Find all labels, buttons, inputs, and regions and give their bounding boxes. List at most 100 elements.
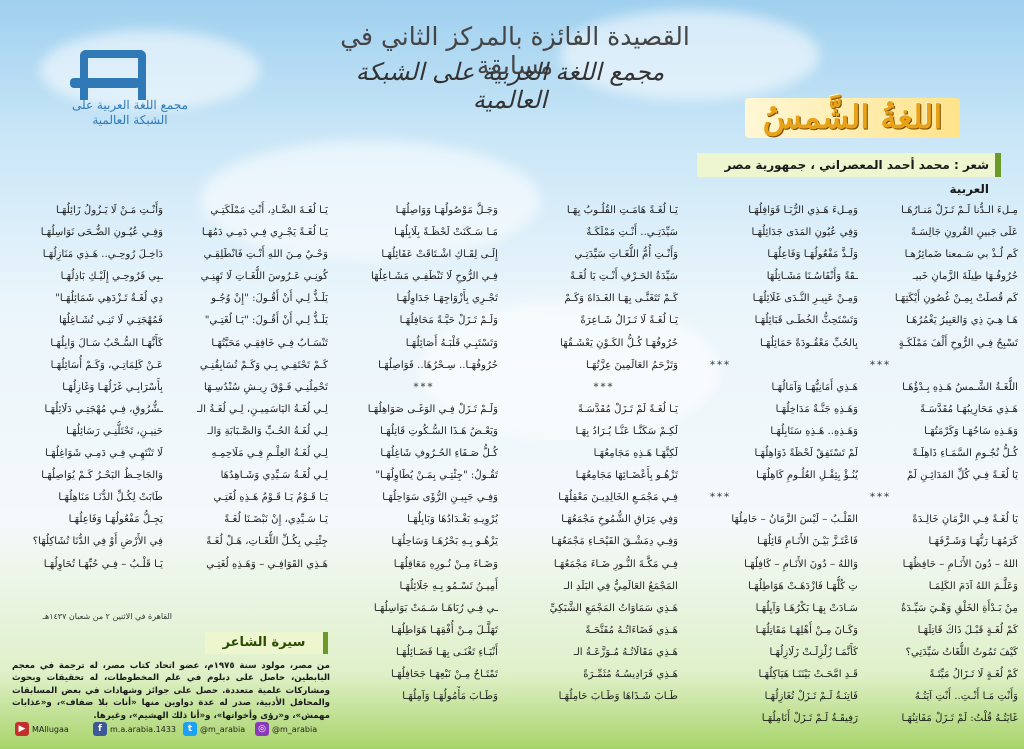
- verse-line: فَاعْتَـزَّ بَيْـنَ الأَنَـامِ قَائِلُهَ…: [757, 536, 858, 548]
- academy-logo: مجمع اللغة العربية على الشبكة العالمية: [70, 50, 190, 145]
- verse-line: وَلَـذَّ مَفْعُولُهَـا وَفَاعِلُهَـا: [767, 249, 858, 261]
- verse-line: وَعَلَّـمَ اللهُ آدَمَ الكَلِمَـا: [928, 580, 1018, 592]
- verse-line: وَأَنْتِ مَـا أَنْـتِ.. أَنْتِ آيَتُـهُ: [914, 691, 1018, 703]
- verse-line: حُرُوفُهَـا كُـلُّ الكَـوْنِ يَعْشَـقُهَ…: [560, 337, 678, 349]
- verse-line: يَـا لُغَـةً لَا تَـزَالُ شَـاعِرَةً: [580, 315, 679, 327]
- verse-line: وَلَـمْ تَـزَلْ حَيَّـةً مَحَافِلُهَـا: [399, 315, 498, 327]
- verse-line: كَأَنَّمَـا زُلْزِلَـتْ زَلَازِلُهَـا: [769, 646, 858, 658]
- logo-mark-icon: [80, 50, 146, 100]
- verse-line: تَسْبِحُ فِـي الرُّوحِ أَلْفَ مَمْلَكَـة…: [898, 337, 1018, 349]
- social-instagram[interactable]: ◎ @m_arabia: [255, 716, 317, 742]
- verse-line: لِـي لُغَـةُ اليَاسَمِيـنِ، لِـي لُغَـةُ…: [197, 403, 328, 415]
- verse-line: كَيْفَ تَمُوتُ اللُّغَاتُ سَيِّدَتِي؟: [905, 646, 1018, 658]
- verse-line: فِـي مَجْمَـعِ الخَالِدِيـنَ مَعْقِلُهَـ…: [558, 492, 678, 504]
- verse-line: وَتَسْتَبِـي قَلْبَـهُ أَصَائِلُهَـا: [405, 337, 498, 349]
- verse-line: يَا لُغَـةً فِـي كُلِّ المَدَائِـنِ لَمْ: [907, 470, 1018, 482]
- verse-line: وَفِي عِرَاقِ الشُّمُوخِ مَجْمَعُهَـا: [561, 514, 678, 526]
- verse-line: هَـذِي سَمَاوَاتُ المَجْمَعِ الشَّبَكِيِ…: [549, 602, 678, 614]
- verse-line: كُونِـي عَـرُوسَ اللُّغَـاتِ لَا تَهِنِـ…: [200, 271, 328, 283]
- verse-line: وَكَـانَ مِـنْ أَهْلِهَـا مَقَاتِلُهَـا: [755, 624, 858, 636]
- verse-line: هَـذِي القَوَافِـي – وَهَـذِهِ لُغَتِـي: [206, 558, 328, 570]
- bio-title: سيرة الشاعر: [205, 632, 328, 654]
- verse-line: كَـمْ تَتَغَنَّـى بِهَـا الغَـدَاةَ وَكَ…: [564, 293, 678, 305]
- verse-line: هَـذِي فَرَادِيسُـهُ مُثَمِّـرَةً: [583, 668, 678, 680]
- youtube-icon: ▶: [15, 722, 29, 736]
- verse-line: كَم لُـذْ بي سَـمعنا ضَمائِرُهـا: [904, 249, 1018, 261]
- stanza-separator: ***: [870, 359, 891, 371]
- verse-line: تَزْهُـو بِأَعْضَـائِهَا مَجَامِعُهَـا: [575, 470, 678, 482]
- verse-line: دِي لُغَـةٌ تَـزْدَهِي شَمَائِلُهَـا": [55, 293, 163, 305]
- verse-line: بِالحُبِّ مَعْقُـودَةً حَمَائِلُهَـا: [759, 337, 858, 349]
- verse-line: كَم قُصلَتْ بِمِـنْ غُصُونِ أَيْكَتِهَـا: [894, 293, 1018, 305]
- verse-line: كَرَمُهَـا رَبُّهَـا وَشَـرَّفَهَـا: [928, 536, 1018, 548]
- verse-line: يَلَـذُّ لِـي أَنْ أَقُـولَ: "يَـا لُغَت…: [204, 315, 328, 327]
- verse-line: هَـذِي أَمَانِيُّهَـا وَآمَالُهَـا: [771, 381, 858, 393]
- verse-line: لِـي لُغَـةُ العِلْـمِ فِـي مَلَاحِمِـهِ: [211, 448, 329, 460]
- verse-line: ـبِي فَرُوحِـي إِلَيْـكِ بَاذِلُهَـا: [60, 271, 163, 283]
- verse-line: وَمِـنْ عَبِيـرِ النَّـدَى غَلَائِلُهَـا: [752, 293, 858, 305]
- verse-line: يَـا لُغَـةً لَمْ تَـزَلْ مُقَدَّسَـةً: [577, 403, 678, 415]
- verse-line: وَيَعْـضُ هَـذَا السُّـكُوتِ قَاتِلُهَـا: [380, 425, 498, 437]
- verse-line: غَايَتُـهُ قُلْتُ: لَمْ تَـزَلْ مَفَاتِن…: [901, 713, 1018, 725]
- verse-line: تِ كُلُّهَـا فَازْدَهَـتْ هَوَاطِلُهَـا: [748, 580, 858, 592]
- verse-line: يَزْهُـو بِـهِ بَحْرُهَـا وَسَاحِلُهَـا: [391, 536, 498, 548]
- verse-line: وَفِـي عُيُـونِ الضُّـحَى نَوَاسِلُهَـا: [40, 227, 163, 239]
- verse-line: كَـمْ تَحْتَفِـي بِـي وَكَـمْ تُسَابِقُن…: [199, 359, 328, 371]
- verse-line: حُرُوفُهَـا.. سِـحْرُهَا.. فَوَاصِلُهَـا: [378, 359, 498, 371]
- verse-line: ـشُّرُوقِ، فِـي مُهْجَتِـي دَلَائِلُهَـا: [44, 403, 164, 415]
- instagram-icon: ◎: [255, 722, 269, 736]
- verse-line: هَـذِي مَقَالَاتُـهُ مُـوَزَّعَـةُ الـ: [573, 646, 678, 658]
- social-twitter[interactable]: t @m_arabia: [183, 716, 245, 742]
- verse-line: رَفِيقَـةٌ لَـمْ تَـزَلْ أَنَامِلُهَـا: [761, 713, 858, 725]
- verse-line: وَتَزْحَمُ العَالَمِينَ عِزَّتُهَـا: [585, 359, 678, 371]
- verse-line: فَاتِنَـةٌ لَـمْ تَـزَلْ تُغَازِلُهَـا: [764, 691, 858, 703]
- verse-line: ـقَةً وَأَنْفَاسُـنَا مَشَـاتِلُهَا: [766, 271, 858, 283]
- verse-line: لِـي لُغَـةُ سَـيِّدِي وَشَـاهِدُهَا: [220, 470, 328, 482]
- verse-line: تَمْتَـاحُ مِـنْ نَبْعِهَـا جَحَافِلُهَـ…: [391, 668, 498, 680]
- verse-line: وَاللهُ – دُونَ الأَنَـامِ – كَافِلُهَـا: [744, 558, 858, 570]
- verse-line: وَهَـذِهِ جَنَّـةٌ مَدَاخِلُهَـا: [775, 403, 858, 415]
- verse-line: فِـي الرُّوحِ لَا تَنْطَفِـي مَشَـاعِلُه…: [371, 271, 498, 283]
- poem-column-5: يَـا لُغَـةَ الضَّـادِ، أَنْتِ مَمْلَكَت…: [180, 200, 328, 576]
- poem-date: القاهرة في الاثنين ٢ من شعبان ١٤٣٧هـ: [42, 612, 172, 621]
- verse-line: مَـا سَـكَنَتْ لَحْظَـةً بِلَابِلُهَـا: [394, 227, 498, 239]
- verse-line: لَكِنَّهَـا هَـذِهِ مَجَامِعُهَـا: [593, 448, 678, 460]
- verse-line: أَنْبَـاءِ تَغْنَـى بِهَـا فَضَـائِلُهَـ…: [395, 646, 498, 658]
- bio-text: من مصر، مولود سنة ١٩٧٥م، عضو اتحاد كتاب …: [12, 661, 330, 721]
- verse-line: وَلَـمْ تَـزَلْ فِـي الوَغَـى صَوَاهِلُه…: [367, 403, 498, 415]
- verse-line: فَمُهْجَتِـي لَا تَنِـي تُشَـاغِلُهَا: [58, 315, 163, 327]
- stanza-separator: ***: [593, 381, 615, 393]
- poem-column-2: وَمِـلءَ هَـذِي الرُّبَـا قَوَافِلُهَـا و…: [710, 200, 858, 730]
- verse-line: طَابَتْ لِكُـلِّ الدُّنَـا مَنَاهِلُهَـا: [58, 492, 163, 504]
- twitter-icon: t: [183, 722, 197, 736]
- social-links: ▶ MAllugaa f m.a.arabia.1433 t @m_arabia…: [15, 716, 345, 742]
- verse-line: هَـذِي فَضَاءَاتُـهُ مُفَتَّحَـةً: [585, 624, 678, 636]
- verse-line: مِنْ بَـدْأَةِ الخَلْقِ وَهْـيَ سَيِّـدَ…: [901, 602, 1018, 614]
- verse-line: طَـابَ شَـذَاهَا وَطَـابَ حَامِلُهَـا: [558, 691, 678, 703]
- verse-line: كَأَنَّهَـا السُّـحْبُ سَـالَ وَابِلُهَـ…: [50, 337, 163, 349]
- verse-line: تَجْـرِي بِأَزْوَاجِهَـا جَدَاوِلُهَـا: [396, 293, 498, 305]
- logo-text: مجمع اللغة العربية على الشبكة العالمية: [71, 98, 189, 127]
- verse-line: وَضَـاءَ مِـنْ نُـورِهِ مَعَاقِلُهَـا: [393, 558, 498, 570]
- verse-line: كُـلُّ صَـفَاءِ الحُـرُوفِ شَاغِلُهَـا: [380, 448, 498, 460]
- poem-column-6: وَأَنْـتِ مَـنْ لَا يَـزُولُ زَائِلُهَـا…: [15, 200, 163, 576]
- verse-line: لَا تَنْتَهِـي فِـي دَمِـي شَوَاغِلُهَـا: [45, 448, 163, 460]
- header-subtitle: مجمع اللغة العربية على الشبكة العالمية: [355, 58, 665, 114]
- verse-line: لِـي لُغَـةُ الحُـبِّ وَالصَّـبَابَةِ وَ…: [207, 425, 328, 437]
- verse-line: وَفِي عُيُونِ المَدَى جَدَائِلُهَـا: [751, 227, 858, 239]
- verse-line: إِلَـى لِقَـاكِ اشْـتَاقَتْ عَقَائِلُهَـ…: [381, 249, 498, 261]
- verse-line: وَطَـابَ مَأْمُولُهَـا وَآمِلُهَـا: [402, 691, 498, 703]
- verse-line: هَـا هِـيَ ذِي وَالعَبِيرُ يَغْمُرُهَـا: [905, 315, 1018, 327]
- verse-line: يَـا لُغَـةَ الضَّـادِ، أَنْتِ مَمْلَكَت…: [210, 205, 328, 216]
- verse-line: مِـلءَ الـدُّنا لَـمْ تَـزَلْ مَنـارُهَـ…: [901, 205, 1018, 216]
- verse-line: يَلَـذُّ لِـي أَنْ أَقُـولَ: "إِنْ وُجُـ…: [211, 293, 328, 305]
- social-facebook[interactable]: f m.a.arabia.1433: [93, 716, 176, 742]
- verse-line: سَيِّدَتِـي.. أَنْـتِ مَمْلَكَـةٌ: [586, 227, 678, 239]
- verse-line: يُنُـؤْ بِثِقْـلِ العُلُـومِ كَاهِلُهَـا: [756, 470, 858, 482]
- verse-line: يَـا قَلْـبُ – فِـي حُبِّهَـا تُحَاوِلُه…: [43, 558, 163, 570]
- verse-line: لَكِـمْ سَكَنَّـا عَنَّـا يُـرَادُ بِهَـ…: [575, 425, 678, 437]
- social-youtube[interactable]: ▶ MAllugaa: [15, 716, 69, 742]
- verse-line: وَأَنْـتِ مَـنْ لَا يَـزُولُ زَائِلُهَـا: [55, 205, 163, 216]
- poem-column-4: وَجَـلَّ مَوْصُولُهَـا وَوَاصِلُهَـا مَـا…: [350, 200, 498, 708]
- poet-byline: شعر : محمد أحمد المعصراني ، جمهورية مصر …: [697, 153, 1001, 196]
